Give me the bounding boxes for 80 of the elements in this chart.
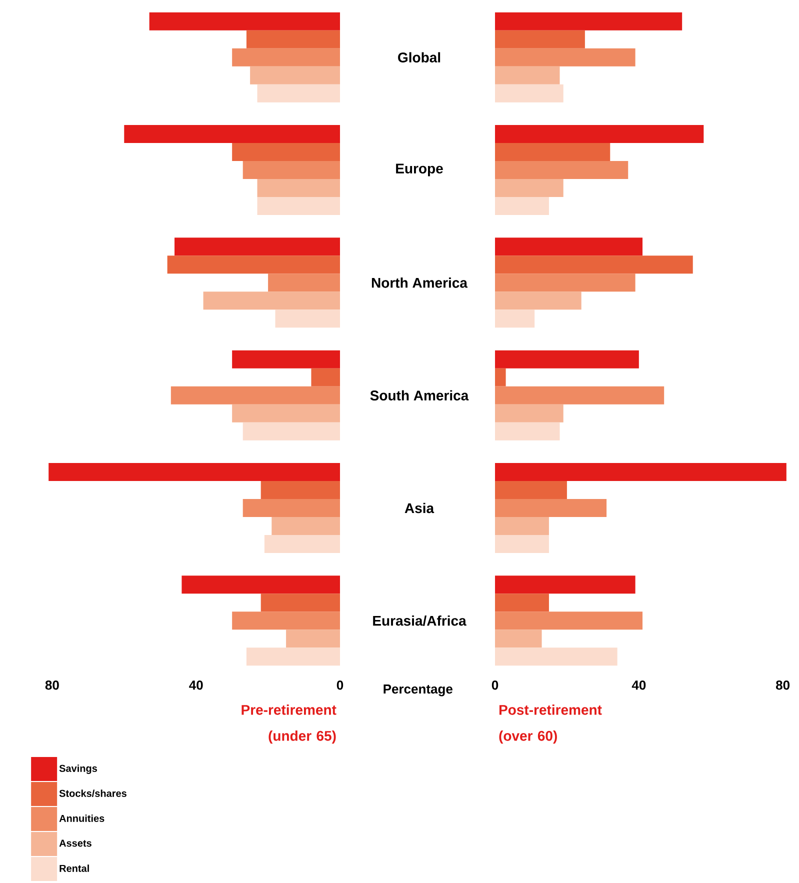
legend-label: Rental [60, 864, 89, 872]
bar [495, 535, 549, 554]
x-axis-title: Percentage [384, 684, 452, 696]
bar [182, 576, 340, 594]
bar [242, 161, 340, 180]
x-tick-label: 80 [45, 680, 59, 690]
x-tick-label: 0 [492, 680, 498, 690]
bar [257, 179, 340, 198]
bar [260, 481, 340, 500]
y-tick-label: South America [370, 390, 469, 400]
bar [257, 84, 340, 102]
bar [495, 612, 643, 630]
bar [495, 274, 636, 292]
bar [170, 386, 340, 404]
legend-label: Annuities [59, 814, 104, 822]
legend-label: Assets [59, 840, 92, 847]
bar [260, 594, 340, 612]
bar [495, 368, 506, 386]
bar [268, 274, 340, 292]
bar [495, 12, 682, 30]
bar [495, 594, 549, 612]
bar [495, 30, 585, 48]
x-tick-label: 0 [336, 680, 344, 690]
bar [495, 517, 549, 536]
text: Pre-retirement (under 65) [242, 704, 336, 744]
x-tick-label: 40 [189, 680, 203, 690]
bar [232, 350, 340, 368]
bar [495, 463, 786, 482]
bar [495, 630, 542, 648]
bar [246, 648, 340, 666]
bar [124, 125, 340, 144]
bar [232, 404, 340, 422]
bar [272, 517, 340, 536]
bar [495, 648, 618, 666]
bar [495, 350, 639, 368]
x-tick-label: 80 [776, 680, 790, 690]
bar [495, 422, 560, 440]
bar [149, 12, 340, 30]
bar [275, 310, 340, 328]
y-tick-label: Global [398, 52, 440, 62]
bar [48, 463, 340, 482]
bar [495, 143, 610, 161]
y-tick-label: Asia [404, 502, 434, 514]
bar [250, 66, 340, 84]
bar [242, 499, 340, 518]
text: Post-retirement (over 60) [499, 704, 602, 744]
bar [495, 386, 664, 404]
y-tick-label: North America [372, 278, 468, 288]
bar [495, 292, 582, 310]
y-tick-label: Europe [396, 164, 443, 176]
bar [495, 161, 628, 180]
bar [264, 535, 340, 554]
bar [232, 48, 340, 66]
bar [495, 66, 560, 84]
bar [495, 197, 549, 216]
bar [286, 630, 340, 648]
bar [495, 576, 636, 594]
bar [495, 310, 535, 328]
bar [167, 256, 340, 274]
legend-label: Stocks/shares [59, 790, 126, 798]
bar [495, 125, 704, 143]
bar [311, 368, 340, 386]
bar [246, 30, 340, 48]
bar [495, 499, 607, 518]
bar [495, 404, 564, 422]
bar [232, 143, 340, 162]
bar [495, 256, 693, 274]
bar [495, 84, 564, 102]
bar [495, 238, 643, 256]
bar [257, 197, 340, 216]
bar [174, 238, 340, 256]
bar [232, 612, 340, 630]
bar [495, 48, 636, 66]
y-tick-label: Eurasia/Africa [373, 615, 466, 626]
x-tick-label: 40 [632, 680, 646, 690]
bar [495, 179, 564, 198]
bar [203, 292, 340, 310]
bar [495, 481, 567, 500]
legend-label: Savings [59, 764, 98, 774]
bar [242, 422, 340, 440]
